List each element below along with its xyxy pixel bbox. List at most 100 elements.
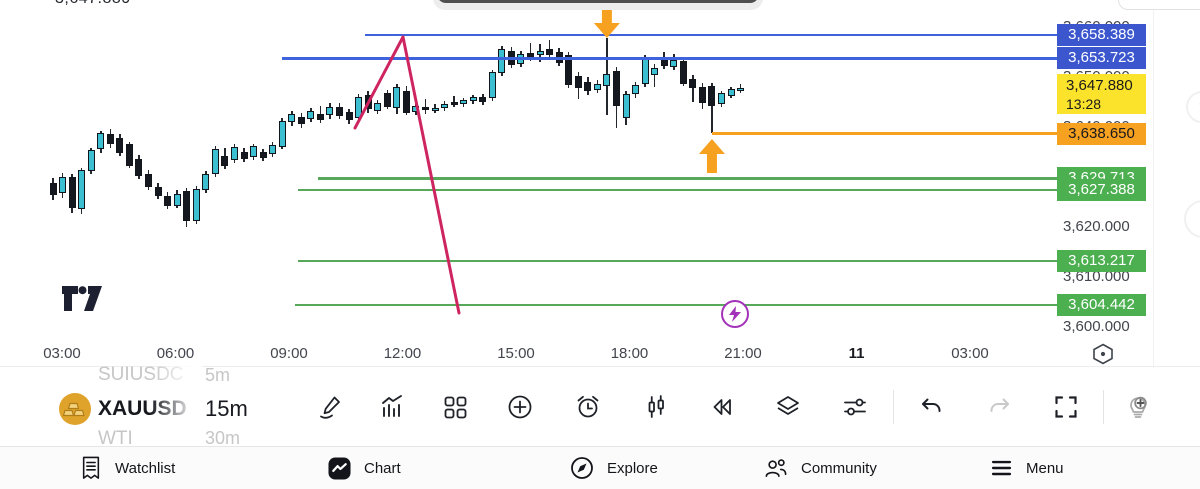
candle-body — [288, 114, 296, 122]
symbol-fade-overlay — [150, 362, 202, 446]
candle-wick — [529, 43, 532, 61]
price-level-line[interactable] — [298, 259, 1058, 263]
trend-line[interactable] — [401, 35, 461, 315]
price-level-line[interactable] — [365, 33, 1058, 37]
price-level-label[interactable]: 3,627.388 — [1057, 179, 1146, 202]
price-level-line[interactable] — [295, 303, 1058, 307]
candle-body — [574, 76, 582, 88]
candle-body — [469, 97, 477, 101]
candle-body — [632, 85, 640, 94]
explore-icon — [571, 457, 593, 479]
tradingview-logo[interactable] — [62, 286, 102, 316]
idea-icon[interactable] — [1124, 393, 1152, 421]
menu-icon — [991, 460, 1012, 476]
price-level-label[interactable]: 3,638.650 — [1057, 122, 1146, 145]
candle-body — [431, 108, 439, 111]
x-axis-label: 06:00 — [156, 345, 195, 362]
redo-icon[interactable] — [986, 393, 1014, 421]
price-level-line[interactable] — [318, 177, 1058, 180]
candle-body — [498, 49, 506, 73]
gold-symbol-icon[interactable] — [58, 392, 92, 426]
candle-body — [202, 174, 210, 190]
candle-wick — [653, 64, 656, 87]
price-level-line[interactable] — [282, 57, 1058, 60]
candles-icon[interactable] — [642, 393, 670, 421]
nav-menu-label: Menu — [1026, 459, 1064, 477]
nav-community-label: Community — [801, 459, 877, 477]
candle-body — [565, 55, 573, 85]
price-level-label[interactable]: 3,653.723 — [1057, 47, 1146, 70]
x-axis-label: 03:00 — [43, 345, 81, 362]
candle-body — [316, 114, 324, 120]
candle-body — [546, 49, 554, 55]
add-icon[interactable] — [506, 393, 534, 421]
chart-style-icon[interactable] — [379, 393, 407, 421]
candle-body — [192, 189, 200, 221]
drawings-overlay — [353, 4, 725, 315]
undo-icon[interactable] — [917, 393, 945, 421]
candle-body — [135, 159, 143, 176]
candle-body — [355, 97, 363, 118]
candle-body — [593, 84, 601, 90]
candle-body — [49, 183, 57, 195]
nav-community[interactable]: Community — [763, 447, 877, 489]
top-right-card — [1118, 0, 1200, 10]
candle-body — [78, 170, 86, 209]
nav-watchlist[interactable]: Watchlist — [80, 447, 175, 489]
candle-wick — [548, 40, 551, 57]
watchlist-next-symbol[interactable]: WTI — [98, 428, 133, 449]
draw-icon[interactable] — [316, 393, 344, 421]
candle-body — [307, 111, 315, 119]
candle-body — [87, 150, 95, 171]
alert-icon[interactable] — [574, 393, 602, 421]
candle-body — [259, 152, 267, 158]
watchlist-prev-timeframe[interactable]: 5m — [205, 365, 231, 385]
arrow-up-marker[interactable] — [698, 139, 725, 173]
candle-body — [97, 133, 105, 149]
bar-replay-icon[interactable] — [708, 393, 736, 421]
candle-body — [297, 117, 305, 124]
bottom-navigation: Watchlist Chart Explore Community — [0, 446, 1200, 489]
layers-icon[interactable] — [774, 393, 802, 421]
candle-body — [145, 174, 152, 187]
candle-body — [479, 97, 487, 102]
candle-body — [450, 102, 458, 105]
top-toast-bar — [437, 0, 759, 3]
ohlc-clipped-value: 3,647.880 — [55, 0, 131, 8]
price-level-line[interactable] — [298, 188, 1058, 192]
candle-body — [221, 156, 229, 166]
active-timeframe-label[interactable]: 15m — [205, 396, 248, 421]
candle-body — [689, 79, 697, 88]
candle-body — [240, 152, 248, 159]
candle-body — [421, 107, 429, 110]
nav-chart[interactable]: Chart — [328, 447, 401, 489]
x-axis-label: 15:00 — [497, 345, 535, 362]
candle-wick — [711, 83, 713, 133]
candle-body — [412, 106, 420, 112]
candle-body — [622, 94, 630, 118]
trend-line[interactable] — [353, 35, 405, 130]
nav-explore[interactable]: Explore — [570, 447, 658, 489]
candle-body — [269, 145, 277, 154]
price-level-label[interactable]: 3,658.389 — [1057, 24, 1146, 47]
candle-body — [278, 121, 286, 147]
nav-menu[interactable]: Menu — [990, 447, 1064, 489]
price-level-label[interactable]: 3,604.442 — [1057, 293, 1146, 316]
line-alert-icon[interactable] — [721, 300, 749, 328]
grid-layout-icon[interactable] — [441, 393, 469, 421]
price-level-label[interactable]: 3,613.217 — [1057, 249, 1146, 272]
fullscreen-icon[interactable] — [1052, 393, 1080, 421]
x-axis-label: 11 — [848, 345, 865, 362]
price-level-line[interactable] — [711, 132, 1058, 136]
plot-area[interactable]: 3,660.0003,650.0003,640.0003,620.0003,61… — [0, 0, 1200, 368]
nav-watchlist-label: Watchlist — [115, 459, 176, 477]
candle-body — [460, 100, 468, 104]
adjustments-icon[interactable] — [841, 393, 869, 421]
candle-body — [641, 58, 649, 84]
bar-countdown: 13:28 — [1066, 95, 1102, 112]
watchlist-next-timeframe[interactable]: 30m — [205, 428, 241, 448]
x-axis-label: 03:00 — [951, 345, 989, 362]
candle-body — [670, 60, 678, 67]
price-scale-settings-icon[interactable] — [1091, 343, 1115, 365]
